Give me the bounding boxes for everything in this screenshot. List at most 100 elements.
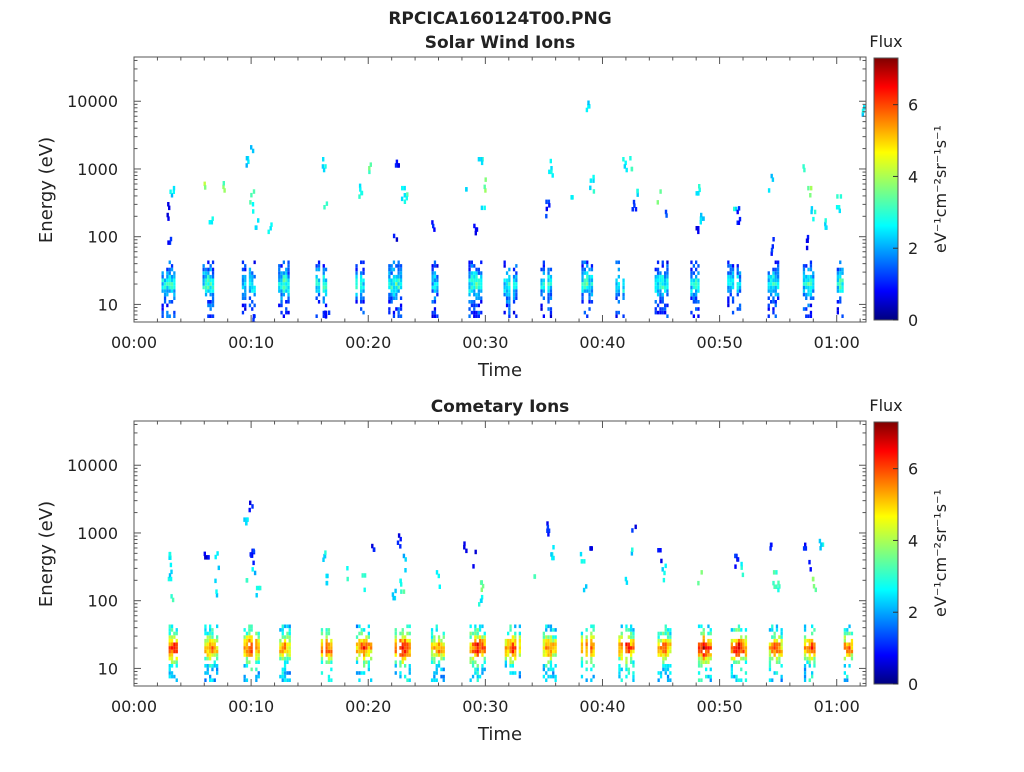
spectrogram-cell <box>279 638 282 643</box>
spectrogram-point <box>259 585 262 591</box>
spectrogram-cell <box>511 653 514 657</box>
spectrogram-cell <box>241 303 245 308</box>
spectrogram-cell <box>397 285 400 290</box>
y-tick-label: 100 <box>87 228 118 247</box>
spectrogram-cell <box>509 656 512 661</box>
spectrogram-cell <box>468 278 471 283</box>
spectrogram-cell <box>707 624 710 629</box>
spectrogram-cell <box>392 296 396 300</box>
spectrogram-cell <box>468 289 471 293</box>
spectrogram-point <box>168 573 172 578</box>
spectrogram-cell <box>437 642 441 647</box>
spectrogram-cell <box>480 282 483 286</box>
spectrogram-cell <box>248 278 252 283</box>
spectrogram-cell <box>632 638 635 643</box>
spectrogram-cell <box>483 660 486 664</box>
spectrogram-cell <box>700 653 703 657</box>
spectrogram-cell <box>388 310 391 315</box>
spectrogram-cell <box>477 303 480 308</box>
spectrogram-cell <box>666 635 670 639</box>
spectrogram-cell <box>738 289 742 293</box>
spectrogram-cell <box>690 278 693 283</box>
spectrogram-point <box>257 218 260 223</box>
spectrogram-cell <box>774 314 777 318</box>
spectrogram-cell <box>773 649 776 654</box>
spectrogram-cell <box>657 646 660 650</box>
spectrogram-cell <box>836 300 839 304</box>
spectrogram-cell <box>473 307 476 311</box>
spectrogram-cell <box>514 631 517 636</box>
spectrogram-cell <box>627 628 630 632</box>
spectrogram-point <box>324 314 328 319</box>
spectrogram-cell <box>245 631 249 636</box>
spectrogram-cell <box>363 660 366 664</box>
spectrogram-cell <box>812 289 815 293</box>
spectrogram-point <box>250 145 253 150</box>
spectrogram-cell <box>483 656 486 661</box>
spectrogram-cell <box>803 635 807 639</box>
spectrogram-cell <box>554 628 557 632</box>
spectrogram-cell <box>244 296 247 300</box>
spectrogram-point <box>207 555 210 560</box>
spectrogram-cell <box>360 274 363 279</box>
spectrogram-cell <box>281 671 284 675</box>
spectrogram-cell <box>733 649 736 654</box>
spectrogram-point <box>391 592 395 597</box>
spectrogram-cell <box>697 671 701 675</box>
spectrogram-cell <box>697 649 701 654</box>
spectrogram-point <box>631 207 634 212</box>
spectrogram-cell <box>737 653 741 657</box>
spectrogram-point <box>634 207 638 212</box>
spectrogram-cell <box>390 282 393 286</box>
spectrogram-cell <box>245 635 249 639</box>
spectrogram-cell <box>664 282 667 286</box>
spectrogram-cell <box>170 656 174 661</box>
spectrogram-cell <box>657 678 660 682</box>
spectrogram-cell <box>248 653 251 657</box>
spectrogram-cell <box>583 267 586 272</box>
spectrogram-cell <box>588 300 591 304</box>
spectrogram-cell <box>836 310 839 315</box>
spectrogram-cell <box>166 292 169 297</box>
spectrogram-cell <box>547 267 550 272</box>
spectrogram-cell <box>211 282 215 286</box>
spectrogram-cell <box>285 271 288 275</box>
spectrogram-cell <box>662 664 665 668</box>
spectrogram-cell <box>552 671 555 675</box>
spectrogram-cell <box>585 667 588 672</box>
spectrogram-cell <box>473 289 476 293</box>
spectrogram-cell <box>355 267 358 272</box>
spectrogram-cell <box>168 624 171 629</box>
spectrogram-point <box>481 157 484 162</box>
spectrogram-cell <box>615 285 618 290</box>
spectrogram-cell <box>504 646 507 650</box>
spectrogram-cell <box>430 660 434 664</box>
spectrogram-cell <box>669 646 672 650</box>
spectrogram-cell <box>175 631 178 636</box>
spectrogram-cell <box>771 649 774 654</box>
spectrogram-cell <box>327 660 331 664</box>
spectrogram-cell <box>395 307 398 311</box>
spectrogram-cell <box>250 635 253 639</box>
spectrogram-cell <box>733 628 736 632</box>
spectrogram-cell <box>468 300 471 304</box>
spectrogram-point <box>806 234 810 240</box>
spectrogram-cell <box>317 260 321 265</box>
spectrogram-cell <box>213 646 216 650</box>
spectrogram-cell <box>481 653 484 657</box>
spectrogram-cell <box>213 642 216 647</box>
spectrogram-cell <box>173 646 176 650</box>
spectrogram-cell <box>552 653 555 657</box>
spectrogram-cell <box>173 674 176 679</box>
spectrogram-point <box>243 517 246 522</box>
spectrogram-cell <box>772 274 775 279</box>
spectrogram-cell <box>505 285 509 290</box>
spectrogram-cell <box>803 671 807 675</box>
spectrogram-cell <box>661 307 664 311</box>
spectrogram-cell <box>654 310 657 315</box>
spectrogram-cell <box>211 260 215 265</box>
spectrogram-point <box>734 553 737 559</box>
spectrogram-cell <box>168 285 171 290</box>
